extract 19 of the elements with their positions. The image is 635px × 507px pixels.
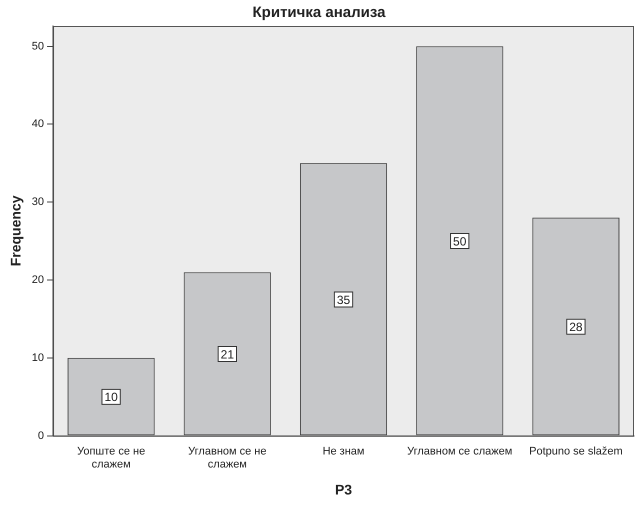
y-tick-label: 50: [32, 40, 44, 52]
x-tick-label: Potpuno se slažem: [529, 445, 623, 458]
y-axis-title: Frequency: [7, 195, 24, 266]
y-tick-label: 40: [32, 118, 44, 130]
y-tick-label: 20: [32, 274, 44, 286]
data-label: 50: [453, 234, 467, 248]
x-axis-title: P3: [334, 481, 352, 498]
y-tick-label: 30: [32, 196, 44, 208]
data-label: 35: [336, 292, 351, 307]
x-tick-label: Углавном се не слажем: [188, 445, 266, 471]
x-tick-label: Не знам: [322, 445, 364, 458]
data-label: 28: [569, 320, 583, 334]
chart-title: Критичка анализа: [252, 4, 386, 22]
y-tick-label: 0: [38, 430, 44, 442]
y-tick-label: 10: [32, 352, 44, 364]
data-label: 10: [104, 390, 118, 404]
data-label: 21: [220, 347, 234, 362]
x-tick-label: Углавном се слажем: [407, 445, 512, 458]
x-tick-label: Уопште се не слажем: [77, 445, 146, 471]
